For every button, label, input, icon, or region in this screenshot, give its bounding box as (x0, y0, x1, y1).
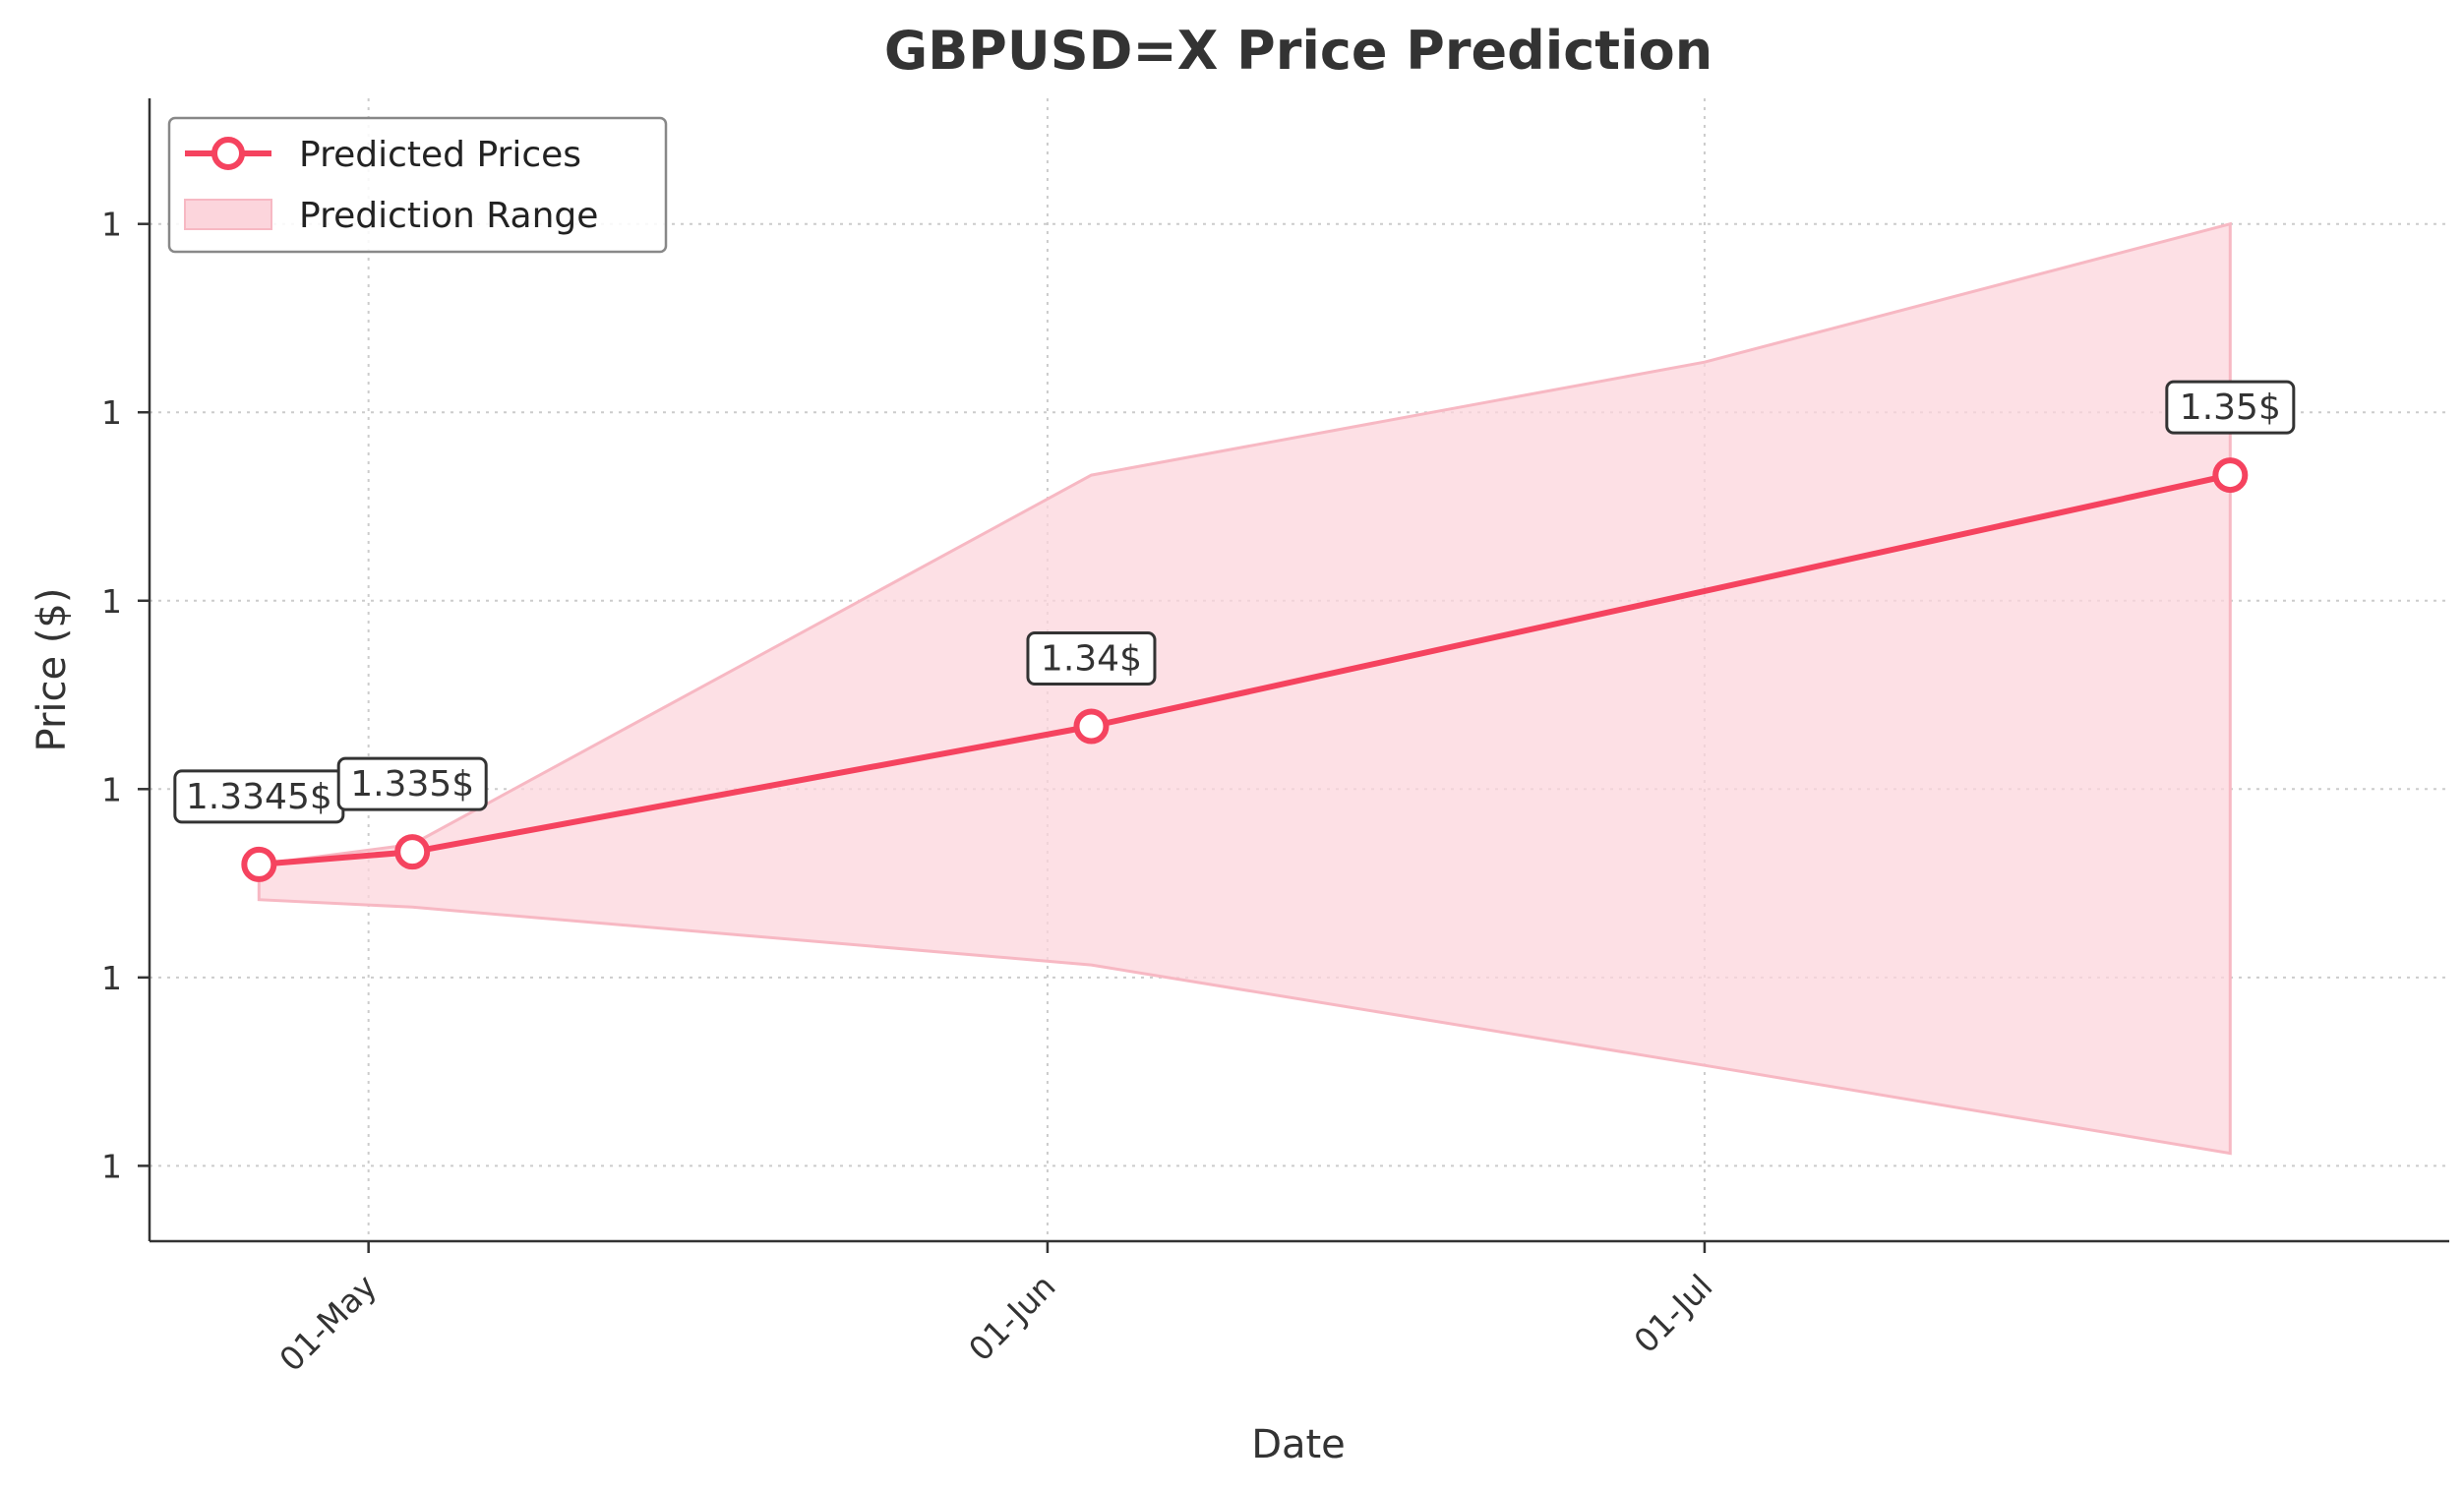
y-axis-ticks: 1 1 1 1 1 1 (101, 206, 150, 1185)
annotation-label: 1.34$ (1041, 638, 1142, 679)
annotation-label: 1.3345$ (186, 777, 332, 817)
annotation-box (1026, 630, 1157, 686)
price-annotations: 1.3345$ 1.335$ 1.34$ 1.35$ (173, 380, 2296, 824)
x-tick-label: 01-Jun (961, 1267, 1062, 1368)
y-tick-label: 1 (101, 582, 122, 621)
predicted-prices-line (259, 472, 2231, 867)
predicted-price-marker (394, 834, 431, 870)
y-tick-label: 1 (101, 959, 122, 997)
annotation-box (336, 756, 488, 811)
y-tick-label: 1 (101, 206, 122, 244)
y-tick-label: 1 (101, 770, 122, 808)
legend: Predicted Prices Prediction Range (167, 116, 668, 254)
x-tick-label: 01-Jul (1626, 1267, 1719, 1360)
predicted-price-marker (1073, 708, 1110, 745)
legend-marker-swatch (211, 137, 245, 170)
y-axis-label: Price ($) (30, 588, 75, 752)
annotation-box (2165, 380, 2296, 435)
annotation-label: 1.35$ (2180, 388, 2281, 428)
legend-prediction-range-label: Prediction Range (299, 196, 598, 236)
predicted-prices-markers (241, 457, 2249, 882)
prediction-range-area (257, 221, 2232, 1156)
y-tick-label: 1 (101, 1147, 122, 1185)
x-tick-label: 01-May (271, 1267, 384, 1379)
y-tick-label: 1 (101, 393, 122, 432)
legend-box (167, 116, 668, 254)
x-axis-label: Date (1251, 1422, 1346, 1467)
predicted-price-marker (2212, 457, 2249, 494)
legend-predicted-prices-label: Predicted Prices (299, 135, 581, 175)
legend-area-swatch (184, 199, 272, 230)
chart-title: GBPUSD=X Price Prediction (884, 20, 1713, 82)
x-axis-ticks: 01-May 01-Jun 01-Jul (271, 1241, 1720, 1379)
annotation-label: 1.335$ (350, 764, 474, 805)
predicted-price-marker (241, 846, 277, 882)
